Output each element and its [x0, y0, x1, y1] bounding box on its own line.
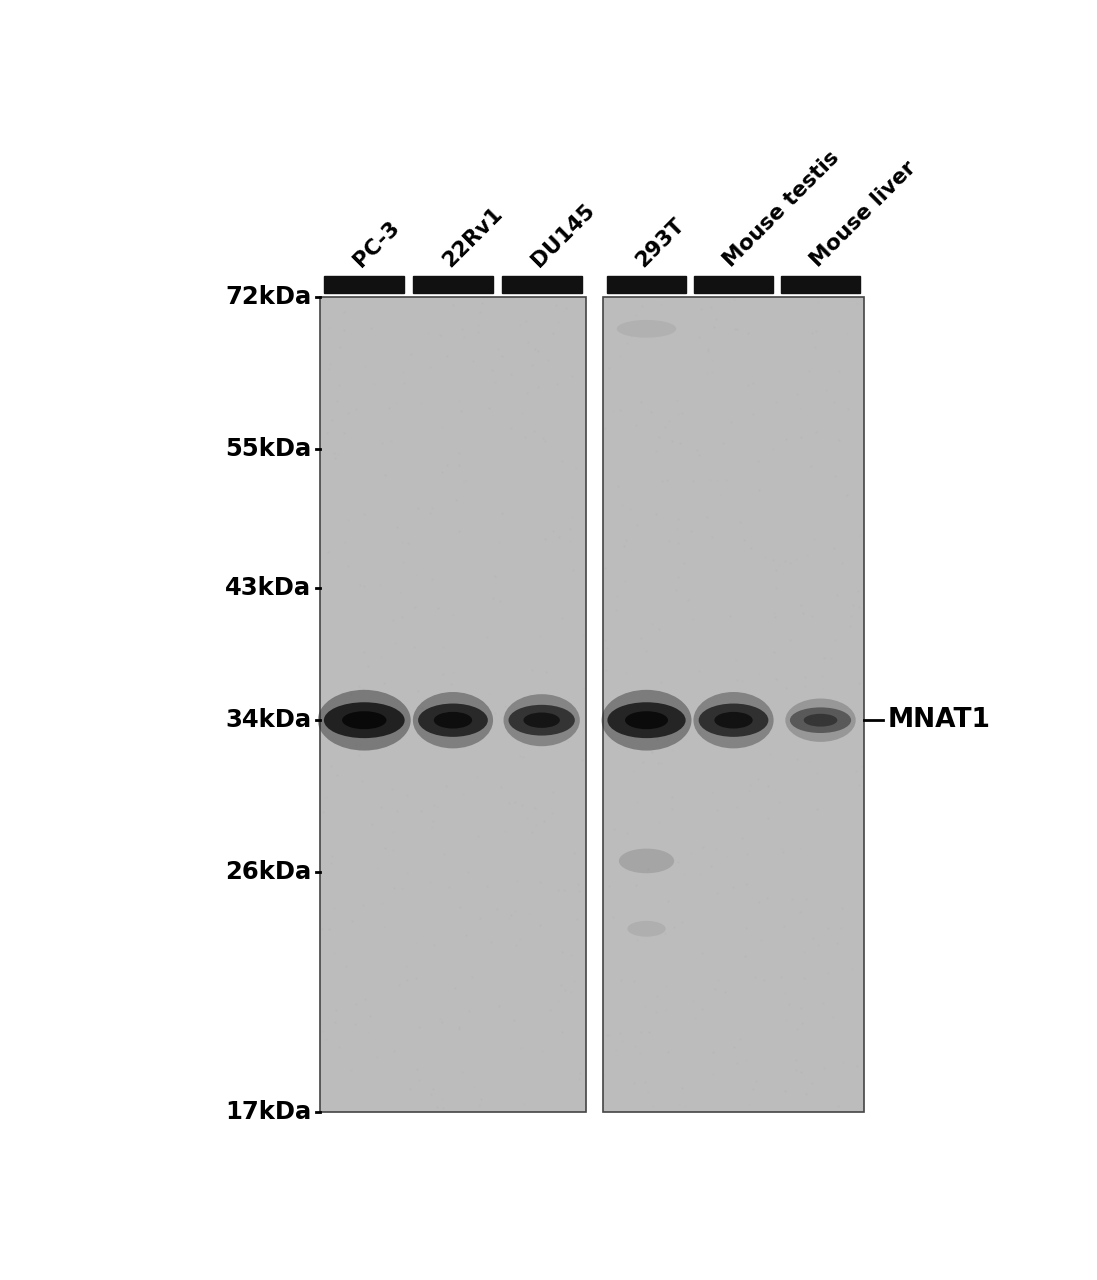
Text: Mouse testis: Mouse testis	[720, 147, 842, 271]
Ellipse shape	[714, 712, 753, 728]
Text: PC-3: PC-3	[350, 218, 404, 271]
Text: DU145: DU145	[528, 200, 598, 271]
Ellipse shape	[619, 849, 675, 873]
Bar	[501, 275, 581, 293]
Text: Mouse liver: Mouse liver	[806, 157, 919, 271]
Bar	[694, 275, 772, 293]
Text: 43kDa: 43kDa	[225, 576, 312, 599]
Text: 22Rv1: 22Rv1	[439, 204, 507, 271]
Text: MNAT1: MNAT1	[887, 707, 991, 733]
Ellipse shape	[625, 712, 668, 730]
Ellipse shape	[693, 692, 773, 749]
Ellipse shape	[523, 713, 559, 728]
Ellipse shape	[504, 694, 580, 746]
Bar	[608, 275, 686, 293]
Ellipse shape	[790, 708, 851, 733]
Ellipse shape	[342, 712, 386, 730]
Text: 72kDa: 72kDa	[225, 284, 312, 308]
Ellipse shape	[804, 714, 837, 727]
Ellipse shape	[601, 690, 691, 750]
Ellipse shape	[608, 703, 686, 739]
Bar	[325, 275, 404, 293]
Ellipse shape	[418, 704, 488, 737]
Bar	[603, 297, 864, 1111]
Ellipse shape	[785, 699, 856, 742]
Ellipse shape	[412, 692, 493, 749]
Bar	[320, 297, 586, 1111]
Text: 34kDa: 34kDa	[225, 708, 312, 732]
Ellipse shape	[699, 704, 768, 737]
Text: 17kDa: 17kDa	[225, 1100, 312, 1124]
Ellipse shape	[318, 690, 410, 750]
Ellipse shape	[509, 705, 575, 736]
Text: 55kDa: 55kDa	[225, 436, 312, 461]
Text: 26kDa: 26kDa	[225, 860, 312, 883]
Bar	[781, 275, 860, 293]
Ellipse shape	[324, 703, 405, 739]
Ellipse shape	[617, 320, 676, 338]
Bar	[414, 275, 493, 293]
Text: 293T: 293T	[632, 215, 689, 271]
Ellipse shape	[627, 920, 666, 937]
Ellipse shape	[433, 712, 472, 728]
